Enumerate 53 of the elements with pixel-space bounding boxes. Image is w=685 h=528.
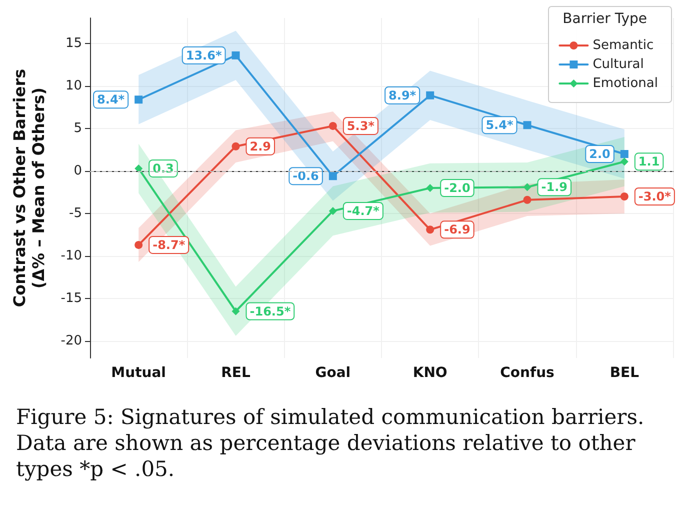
point <box>328 172 337 180</box>
y-tick-label: 15 <box>65 36 82 51</box>
point <box>523 196 532 204</box>
x-tick-label: Confus <box>500 365 554 381</box>
point <box>620 192 628 200</box>
data-label: 2.0 <box>589 147 610 161</box>
point <box>620 150 628 158</box>
point <box>426 184 434 192</box>
x-tick-label: REL <box>221 365 250 381</box>
x-tick-label: Mutual <box>111 365 166 381</box>
point <box>328 122 337 130</box>
point <box>232 307 240 316</box>
point <box>232 51 240 60</box>
data-label: 2.9 <box>250 139 272 154</box>
point <box>523 183 532 192</box>
y-tick-label: 5 <box>74 121 82 136</box>
data-label: 5.3* <box>346 118 376 133</box>
point <box>134 96 143 104</box>
data-label: -16.5* <box>250 304 292 318</box>
y-tick-label: -15 <box>60 291 82 306</box>
point <box>134 164 143 172</box>
point <box>426 91 434 100</box>
point <box>134 240 143 249</box>
x-tick-label: BEL <box>610 365 640 381</box>
point <box>232 142 240 150</box>
data-label: -3.0* <box>638 190 672 204</box>
point <box>620 158 628 166</box>
data-label: -6.9 <box>444 222 470 237</box>
data-label: 8.4* <box>97 92 126 107</box>
legend-label: Semantic <box>592 38 654 53</box>
y-axis-title: Contrast vs Other Barriers (Δ% – Mean of Others) <box>10 68 48 308</box>
data-label: -4.7* <box>346 204 380 218</box>
caption: Figure 5: Signatures of simulated communication barriers. Data are shown as percentage deviations relative to other types *p < .05. <box>16 404 646 482</box>
data-label: -8.7* <box>152 238 186 252</box>
legend-label: Cultural <box>592 57 644 72</box>
y-tick-label: -5 <box>69 206 82 221</box>
data-label: -2.0 <box>444 181 470 195</box>
data-label: 5.4* <box>486 118 514 132</box>
y-tick-label: 10 <box>65 78 82 94</box>
x-tick-label: Goal <box>315 365 351 381</box>
data-label: 1.1 <box>638 154 660 169</box>
x-tick-label: KNO <box>412 365 448 381</box>
y-tick-label: -10 <box>60 248 82 264</box>
point <box>426 226 434 234</box>
y-tick-label: -20 <box>60 334 82 348</box>
point <box>328 206 337 215</box>
y-tick-label: 0 <box>74 164 82 178</box>
data-label: 8.9* <box>388 88 417 102</box>
point <box>523 121 532 130</box>
legend-label: Emotional <box>592 76 658 91</box>
data-label: 13.6* <box>186 48 222 62</box>
legend-title: Barrier Type <box>562 11 648 27</box>
data-label: -1.9 <box>541 180 568 194</box>
